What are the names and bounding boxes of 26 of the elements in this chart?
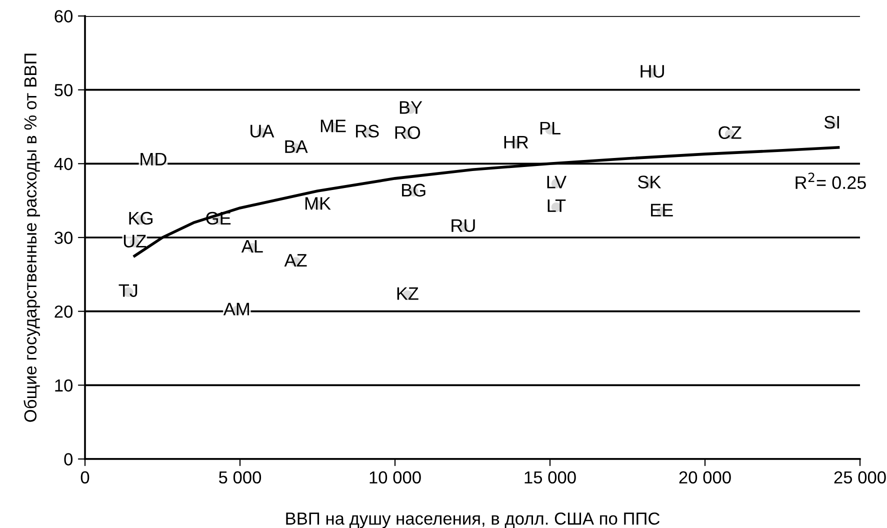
data-label: LV	[547, 176, 566, 188]
x-axis-title: ВВП на душу населения, в долл. США по ППС	[286, 512, 660, 528]
y-tick-label: 60	[54, 10, 73, 22]
x-tick-label: 5 000	[218, 471, 262, 484]
data-label: AZ	[284, 254, 307, 267]
data-label: AL	[241, 240, 263, 253]
y-tick-label: 40	[54, 158, 73, 170]
data-label: BY	[400, 101, 422, 114]
y-tick-label: 0	[64, 453, 73, 466]
annotation: R$^{2}$= 0.25	[796, 172, 866, 190]
x-tick-label: 15 000	[524, 471, 576, 484]
y-tick-label: 50	[54, 84, 73, 96]
x-tick-label: 10 000	[370, 471, 421, 484]
y-tick-label: 30	[54, 232, 73, 244]
data-label: TJ	[118, 284, 138, 297]
data-label: LT	[548, 199, 566, 212]
y-axis-title: Общие государственные расходы в % от ВВП	[24, 54, 40, 422]
data-label: PL	[540, 122, 560, 134]
data-label: SI	[824, 116, 839, 129]
x-tick-label: 25 000	[834, 471, 886, 484]
y-tick-label: 10	[55, 379, 73, 392]
y-tick-label: 20	[54, 306, 73, 318]
x-tick-label: 0	[80, 471, 90, 484]
x-tick-label: 20 000	[679, 471, 731, 484]
data-label: UZ	[124, 234, 146, 248]
data-label: KZ	[397, 287, 418, 300]
